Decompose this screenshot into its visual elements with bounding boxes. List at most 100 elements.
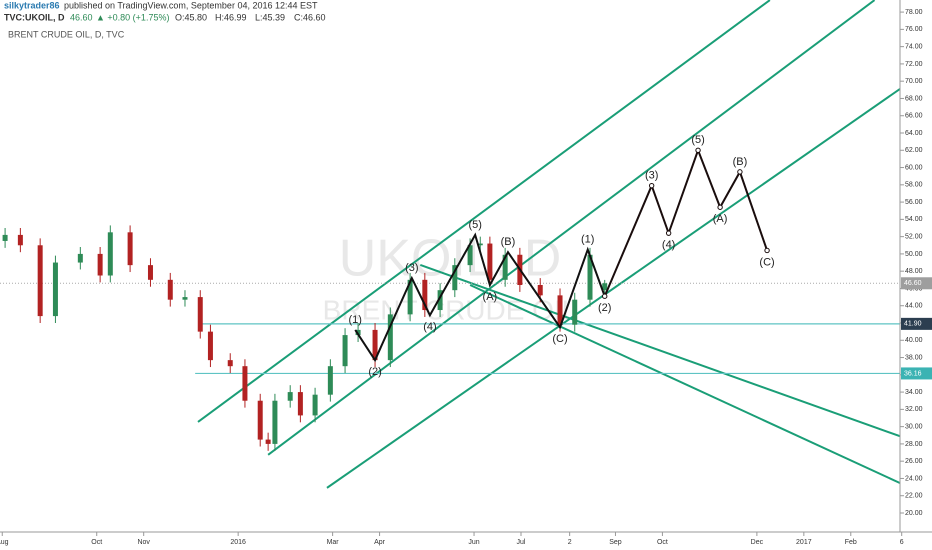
y-tick-label: 26.00: [905, 458, 923, 465]
candle-body: [487, 243, 493, 280]
candle-body: [537, 285, 543, 296]
candle-body: [387, 314, 393, 361]
candle-body: [372, 329, 378, 361]
y-tick-label: 72.00: [905, 61, 923, 68]
candle-body: [587, 254, 593, 300]
candle-body: [207, 331, 213, 361]
wave-label: (B): [501, 236, 516, 248]
candle-body: [297, 392, 303, 416]
candle-body: [257, 400, 263, 440]
wave-label: (A): [483, 291, 498, 303]
wave-label: (5): [468, 219, 481, 231]
candle-body: [572, 299, 578, 325]
candle-body: [477, 243, 483, 246]
change: ▲ +0.80 (+1.75%): [96, 12, 169, 22]
price-tag: [901, 277, 932, 290]
candle-body: [602, 283, 608, 291]
trendline: [419, 264, 900, 438]
price-tag-label: 46.60: [904, 280, 922, 287]
x-tick-label: Apr: [374, 539, 386, 546]
y-tick-label: 22.00: [905, 493, 923, 500]
ohlc: H:46.99: [215, 12, 247, 22]
wave-point: [665, 230, 672, 236]
y-tick-label: 44.00: [905, 303, 923, 310]
candle-body: [2, 234, 8, 241]
candle-body: [452, 265, 458, 291]
x-tick-label: Nov: [137, 539, 150, 546]
candle-body: [467, 245, 473, 266]
ohlc: L:45.39: [255, 12, 285, 22]
wave-point: [764, 247, 770, 254]
x-tick-label: Dec: [751, 539, 764, 546]
candle-body: [502, 254, 508, 280]
y-tick-label: 76.00: [905, 26, 923, 33]
x-tick-label: 2017: [796, 539, 812, 546]
wave-point: [648, 182, 655, 189]
legend-title: BRENT CRUDE OIL, D, TVC: [8, 29, 125, 39]
candle-body: [52, 262, 58, 317]
y-tick-label: 64.00: [905, 130, 923, 137]
candle-body: [422, 279, 428, 311]
wave-point: [695, 147, 701, 153]
trendline: [326, 87, 900, 489]
candle-body: [557, 295, 563, 325]
candle-body: [227, 360, 233, 367]
wave-label: (B): [733, 156, 748, 168]
candle-body: [17, 234, 23, 246]
y-tick-label: 70.00: [905, 78, 923, 85]
published: published on TradingView.com, September …: [64, 0, 318, 10]
y-tick-label: 74.00: [905, 43, 923, 50]
y-tick-label: 30.00: [905, 423, 923, 430]
wave-point: [602, 293, 608, 299]
trendline: [469, 284, 900, 485]
last: 46.60: [70, 12, 93, 22]
x-tick-label: Oct: [91, 539, 102, 546]
y-tick-label: 24.00: [905, 475, 923, 482]
wave-label: (3): [405, 262, 418, 274]
wave-label: (3): [645, 170, 658, 182]
wave-line: [354, 232, 606, 363]
y-tick-label: 54.00: [905, 216, 923, 223]
x-tick-label: Feb: [845, 539, 857, 546]
wave-point: [717, 204, 723, 210]
ohlc: C:46.60: [294, 12, 326, 22]
x-tick-label: Oct: [657, 539, 668, 546]
wave-label: (5): [691, 134, 704, 146]
wave-label: (C): [552, 333, 567, 345]
candle-body: [77, 253, 83, 263]
wave-label: (4): [662, 239, 675, 251]
wave-label: (1): [581, 233, 594, 245]
trendline: [267, 0, 876, 456]
y-tick-label: 20.00: [905, 510, 923, 517]
candle-body: [97, 253, 103, 276]
wave-label: (A): [713, 213, 728, 225]
y-tick-label: 60.00: [905, 164, 923, 171]
candle-body: [167, 279, 173, 300]
wave-label: (1): [349, 314, 362, 326]
y-tick-label: 50.00: [905, 251, 923, 258]
y-tick-label: 34.00: [905, 389, 923, 396]
x-tick-label: Jul: [517, 539, 526, 546]
y-tick-label: 66.00: [905, 113, 923, 120]
wave-label: (4): [423, 321, 436, 333]
price-tag-label: 41.90: [904, 321, 922, 328]
x-tick-label: 6: [900, 539, 904, 546]
author[interactable]: silkytrader86: [4, 0, 60, 10]
candle-body: [197, 297, 203, 332]
wave-label: (2): [368, 366, 381, 378]
wave-label: (C): [759, 256, 774, 268]
candle-body: [437, 290, 443, 311]
candle-body: [107, 232, 113, 276]
y-tick-label: 32.00: [905, 406, 923, 413]
x-tick-label: Sep: [609, 539, 622, 546]
y-tick-label: 78.00: [905, 9, 923, 16]
ohlc: O:45.80: [175, 12, 207, 22]
y-tick-label: 62.00: [905, 147, 923, 154]
x-tick-label: Aug: [0, 539, 9, 546]
y-tick-label: 48.00: [905, 268, 923, 275]
candle-body: [272, 400, 278, 444]
y-tick-label: 40.00: [905, 337, 923, 344]
candle-body: [37, 245, 43, 317]
